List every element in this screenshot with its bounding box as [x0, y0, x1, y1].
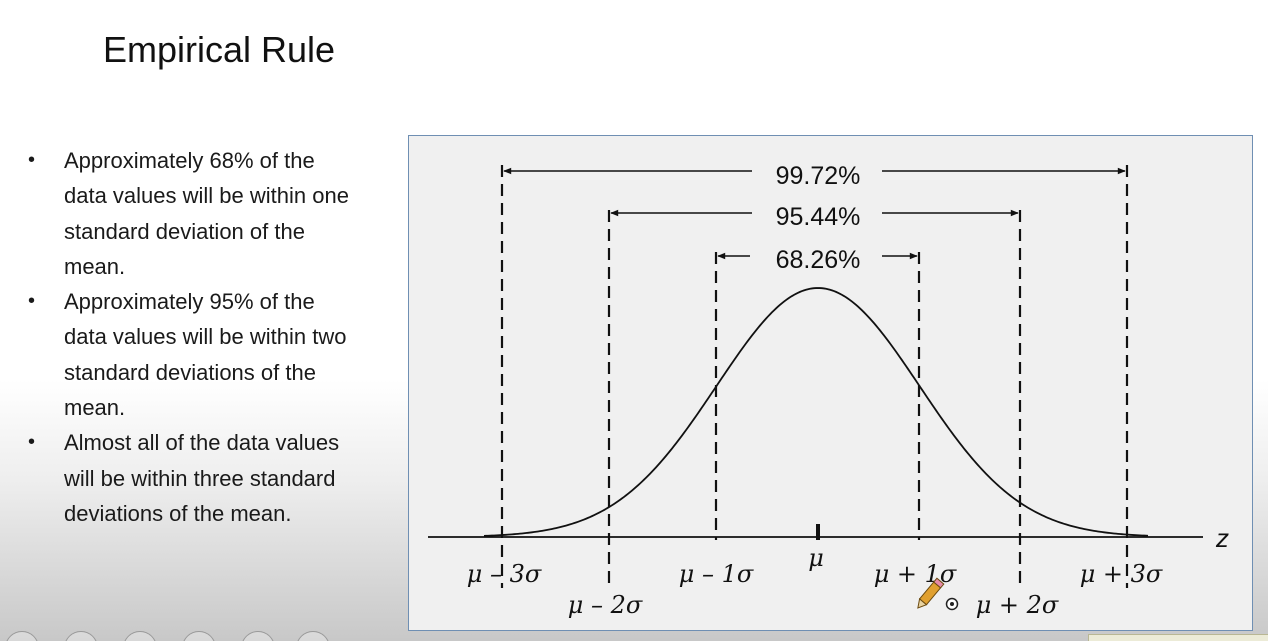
notes-pane-edge[interactable]: [1088, 634, 1268, 641]
bullet-line: mean.: [64, 395, 126, 421]
percent-label-one-sigma: 68.26%: [776, 246, 861, 274]
bullet-line: data values will be within two: [64, 324, 347, 350]
bell-curve: [483, 287, 1149, 537]
bullet-item: • Almost all of the data values will be …: [28, 425, 403, 531]
nav-button[interactable]: [296, 631, 330, 641]
nav-button[interactable]: [5, 631, 39, 641]
percent-label-two-sigma: 95.44%: [776, 203, 861, 231]
label-mu-minus-1-sigma: μ – 1σ: [679, 560, 754, 588]
label-mu-plus-3-sigma: μ + 3σ: [1080, 560, 1163, 588]
nav-button[interactable]: [182, 631, 216, 641]
bullet-item: • Approximately 95% of the data values w…: [28, 284, 403, 425]
bullet-item: • Approximately 68% of the data values w…: [28, 143, 403, 284]
bullet-line: Approximately 95% of the: [64, 289, 315, 315]
nav-button[interactable]: [123, 631, 157, 641]
bullet-list: • Approximately 68% of the data values w…: [28, 143, 403, 531]
bullet-line: data values will be within one: [64, 183, 349, 209]
z-axis-label: z: [1215, 523, 1229, 553]
cursor-target-dot-icon: [950, 602, 954, 606]
bullet-line: standard deviations of the: [64, 359, 316, 385]
bullet-marker: •: [28, 149, 36, 171]
label-mu-minus-2-sigma: μ – 2σ: [568, 591, 643, 619]
label-mu-plus-1-sigma: μ + 1σ: [874, 560, 957, 588]
nav-button[interactable]: [64, 631, 98, 641]
range-arrows: [503, 167, 1126, 260]
slide-navigation-strip: [0, 631, 340, 641]
bullet-line: Almost all of the data values: [64, 430, 340, 456]
label-mu-minus-3-sigma: μ – 3σ: [467, 560, 542, 588]
nav-button[interactable]: [241, 631, 275, 641]
bullet-marker: •: [28, 290, 36, 313]
slide-title: Empirical Rule: [103, 29, 336, 70]
label-mu: μ: [808, 544, 824, 572]
bullet-marker: •: [28, 431, 36, 454]
bullet-line: deviations of the mean.: [64, 500, 292, 526]
label-mu-plus-2-sigma: μ + 2σ: [976, 591, 1059, 619]
percent-label-three-sigma: 99.72%: [776, 162, 861, 190]
bullet-line: will be within three standard: [64, 465, 336, 491]
diagram-frame: [408, 135, 1253, 631]
bullet-line: standard deviation of the: [64, 218, 305, 244]
bullet-line: Approximately 68% of the: [64, 148, 315, 173]
sigma-dashed-lines: [500, 165, 1129, 588]
pencil-icon: [917, 577, 945, 609]
bullet-line: mean.: [64, 253, 126, 279]
